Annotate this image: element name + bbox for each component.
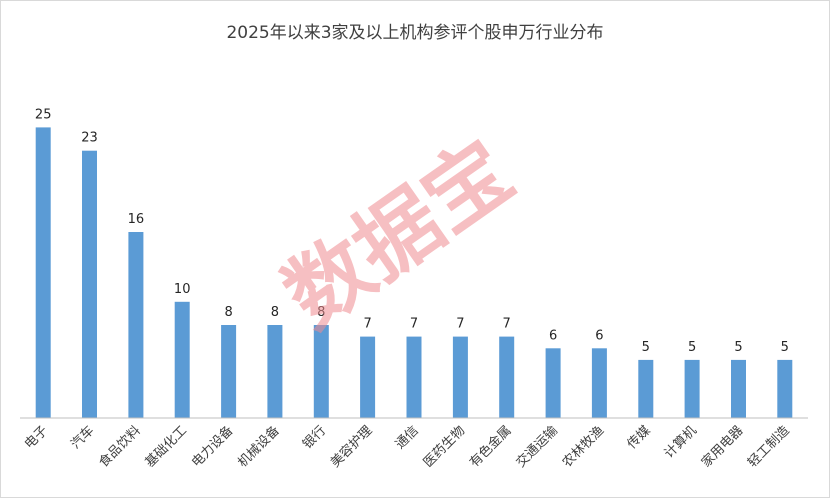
value-label-16: 5 [734,340,742,355]
value-label-10: 7 [456,317,464,332]
watermark-text: 数据宝 [267,122,530,347]
value-label-7: 8 [317,305,325,320]
bar-17 [777,359,793,418]
bar-14 [638,359,654,418]
bar-4 [174,301,190,418]
bar-7 [313,325,329,418]
category-label-12: 交通运输 [513,423,561,471]
bar-5 [221,325,237,418]
category-label-14: 传媒 [625,423,654,452]
category-label-8: 美容护理 [327,423,375,471]
bar-16 [731,359,746,418]
category-label-17: 轻工制造 [745,423,792,470]
bar-1 [35,127,51,419]
bar-3 [128,232,144,418]
category-label-13: 农林牧渔 [560,423,607,470]
value-label-5: 8 [224,305,232,320]
value-label-17: 5 [781,340,789,355]
value-label-2: 23 [81,131,98,146]
value-label-9: 7 [410,317,418,332]
category-label-16: 家用电器 [698,423,746,471]
bar-10 [452,336,468,418]
category-label-7: 银行 [300,423,329,452]
category-label-5: 电力设备 [188,423,236,471]
category-label-4: 基础化工 [143,423,190,470]
category-label-15: 计算机 [662,423,700,461]
category-label-2: 汽车 [68,423,98,453]
bar-11 [499,336,515,418]
bar-15 [684,359,700,418]
category-label-6: 机械设备 [235,423,283,471]
value-label-12: 6 [549,328,557,343]
value-label-6: 8 [271,305,279,320]
bar-8 [360,336,376,418]
bar-6 [267,325,283,418]
chart-title: 2025年以来3家及以上机构参评个股申万行业分布 [226,23,604,43]
bar-2 [82,150,97,418]
category-label-10: 医药生物 [421,423,468,470]
value-label-11: 7 [503,317,511,332]
value-label-15: 5 [688,340,696,355]
bar-9 [406,336,422,418]
category-label-3: 食品饮料 [96,423,144,471]
value-label-13: 6 [595,328,603,343]
bar-13 [591,348,607,418]
value-label-14: 5 [642,340,650,355]
category-label-9: 通信 [393,423,422,452]
bar-12 [545,348,561,418]
value-label-3: 16 [128,212,145,227]
value-label-8: 7 [363,317,371,332]
value-label-4: 10 [174,282,191,297]
category-label-11: 有色金属 [466,423,514,471]
value-label-1: 25 [35,107,52,122]
category-label-1: 电子 [22,423,51,452]
